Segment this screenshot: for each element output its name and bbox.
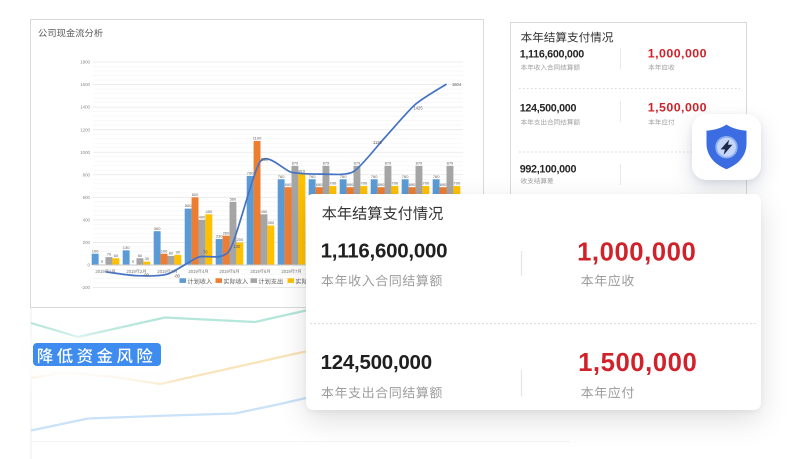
- svg-text:690: 690: [285, 182, 292, 187]
- svg-text:810: 810: [299, 168, 306, 173]
- svg-text:879: 879: [292, 160, 299, 165]
- svg-text:400: 400: [83, 217, 91, 222]
- svg-text:100: 100: [92, 248, 99, 253]
- svg-text:-200: -200: [81, 285, 90, 290]
- svg-text:1,000,000: 1,000,000: [577, 238, 696, 266]
- svg-text:1200: 1200: [80, 127, 90, 132]
- svg-text:2019: 2019: [281, 269, 291, 274]
- svg-text:1600: 1600: [80, 82, 90, 87]
- svg-text:2019: 2019: [157, 269, 167, 274]
- svg-text:500: 500: [185, 203, 192, 208]
- svg-text:90: 90: [176, 249, 181, 254]
- svg-text:760: 760: [340, 174, 347, 179]
- svg-text:230: 230: [216, 234, 223, 239]
- svg-text:0: 0: [88, 263, 91, 268]
- svg-text:700: 700: [361, 181, 368, 186]
- svg-text:300: 300: [154, 226, 161, 231]
- svg-text:700: 700: [423, 181, 430, 186]
- svg-text:60: 60: [114, 253, 119, 258]
- svg-text:700: 700: [330, 181, 337, 186]
- svg-text:80: 80: [169, 251, 174, 256]
- svg-text:130: 130: [123, 245, 130, 250]
- svg-text:3: 3: [171, 269, 174, 274]
- svg-text:690: 690: [440, 182, 447, 187]
- svg-text:124,500,000: 124,500,000: [520, 103, 577, 115]
- svg-text:600: 600: [83, 195, 91, 200]
- svg-text:879: 879: [447, 160, 454, 165]
- svg-text:1,000,000: 1,000,000: [648, 47, 707, 61]
- svg-text:30: 30: [145, 256, 150, 261]
- svg-text:760: 760: [309, 174, 316, 179]
- svg-text:879: 879: [354, 160, 361, 165]
- svg-text:130: 130: [234, 244, 242, 249]
- svg-text:700: 700: [454, 181, 461, 186]
- svg-text:1,500,000: 1,500,000: [578, 349, 697, 377]
- svg-text:800: 800: [83, 172, 91, 177]
- svg-text:879: 879: [416, 160, 423, 165]
- svg-text:879: 879: [385, 160, 392, 165]
- svg-text:1400: 1400: [80, 105, 90, 110]
- svg-text:1100: 1100: [253, 136, 262, 141]
- svg-text:1,116,600,000: 1,116,600,000: [520, 49, 585, 61]
- svg-text:760: 760: [371, 174, 378, 179]
- svg-text:-80: -80: [174, 274, 181, 279]
- svg-text:60: 60: [138, 253, 143, 258]
- svg-text:790: 790: [247, 171, 254, 176]
- svg-text:260: 260: [223, 230, 230, 235]
- svg-text:1425: 1425: [414, 106, 424, 111]
- svg-text:760: 760: [402, 174, 409, 179]
- svg-text:0: 0: [101, 259, 104, 264]
- svg-text:450: 450: [206, 209, 213, 214]
- svg-text:1604: 1604: [452, 82, 462, 87]
- svg-text:450: 450: [261, 209, 268, 214]
- svg-text:2019: 2019: [126, 269, 136, 274]
- svg-text:600: 600: [192, 192, 199, 197]
- svg-text:200: 200: [83, 240, 91, 245]
- svg-text:1000: 1000: [80, 150, 90, 155]
- svg-text:4: 4: [202, 269, 205, 274]
- svg-text:760: 760: [278, 174, 285, 179]
- svg-text:400: 400: [199, 214, 206, 219]
- svg-text:70: 70: [203, 250, 208, 255]
- svg-text:200: 200: [237, 237, 244, 242]
- svg-text:920: 920: [261, 157, 269, 162]
- svg-text:6: 6: [264, 269, 267, 274]
- svg-text:100: 100: [161, 248, 168, 253]
- svg-text:560: 560: [230, 196, 237, 201]
- svg-text:0: 0: [132, 259, 135, 264]
- svg-text:-90: -90: [143, 273, 150, 278]
- svg-text:1: 1: [109, 269, 112, 274]
- svg-text:1,116,600,000: 1,116,600,000: [321, 240, 448, 263]
- svg-text:690: 690: [409, 182, 416, 187]
- svg-text:1800: 1800: [80, 60, 90, 65]
- svg-text:760: 760: [433, 174, 440, 179]
- svg-text:2019: 2019: [95, 269, 105, 274]
- svg-text:350: 350: [268, 220, 275, 225]
- svg-text:70: 70: [107, 252, 112, 257]
- svg-text:5: 5: [233, 269, 236, 274]
- svg-text:124,500,000: 124,500,000: [321, 351, 432, 374]
- svg-text:2019: 2019: [219, 269, 229, 274]
- svg-text:2: 2: [140, 269, 143, 274]
- svg-text:690: 690: [316, 182, 323, 187]
- svg-text:1126: 1126: [373, 140, 383, 145]
- svg-text:690: 690: [378, 182, 385, 187]
- svg-text:2019: 2019: [188, 269, 198, 274]
- svg-text:690: 690: [347, 182, 354, 187]
- svg-text:879: 879: [323, 160, 330, 165]
- svg-text:700: 700: [392, 181, 399, 186]
- svg-text:2019: 2019: [250, 269, 260, 274]
- svg-text:7: 7: [295, 269, 298, 274]
- svg-text:992,100,000: 992,100,000: [520, 164, 577, 176]
- svg-text:1,500,000: 1,500,000: [648, 101, 707, 115]
